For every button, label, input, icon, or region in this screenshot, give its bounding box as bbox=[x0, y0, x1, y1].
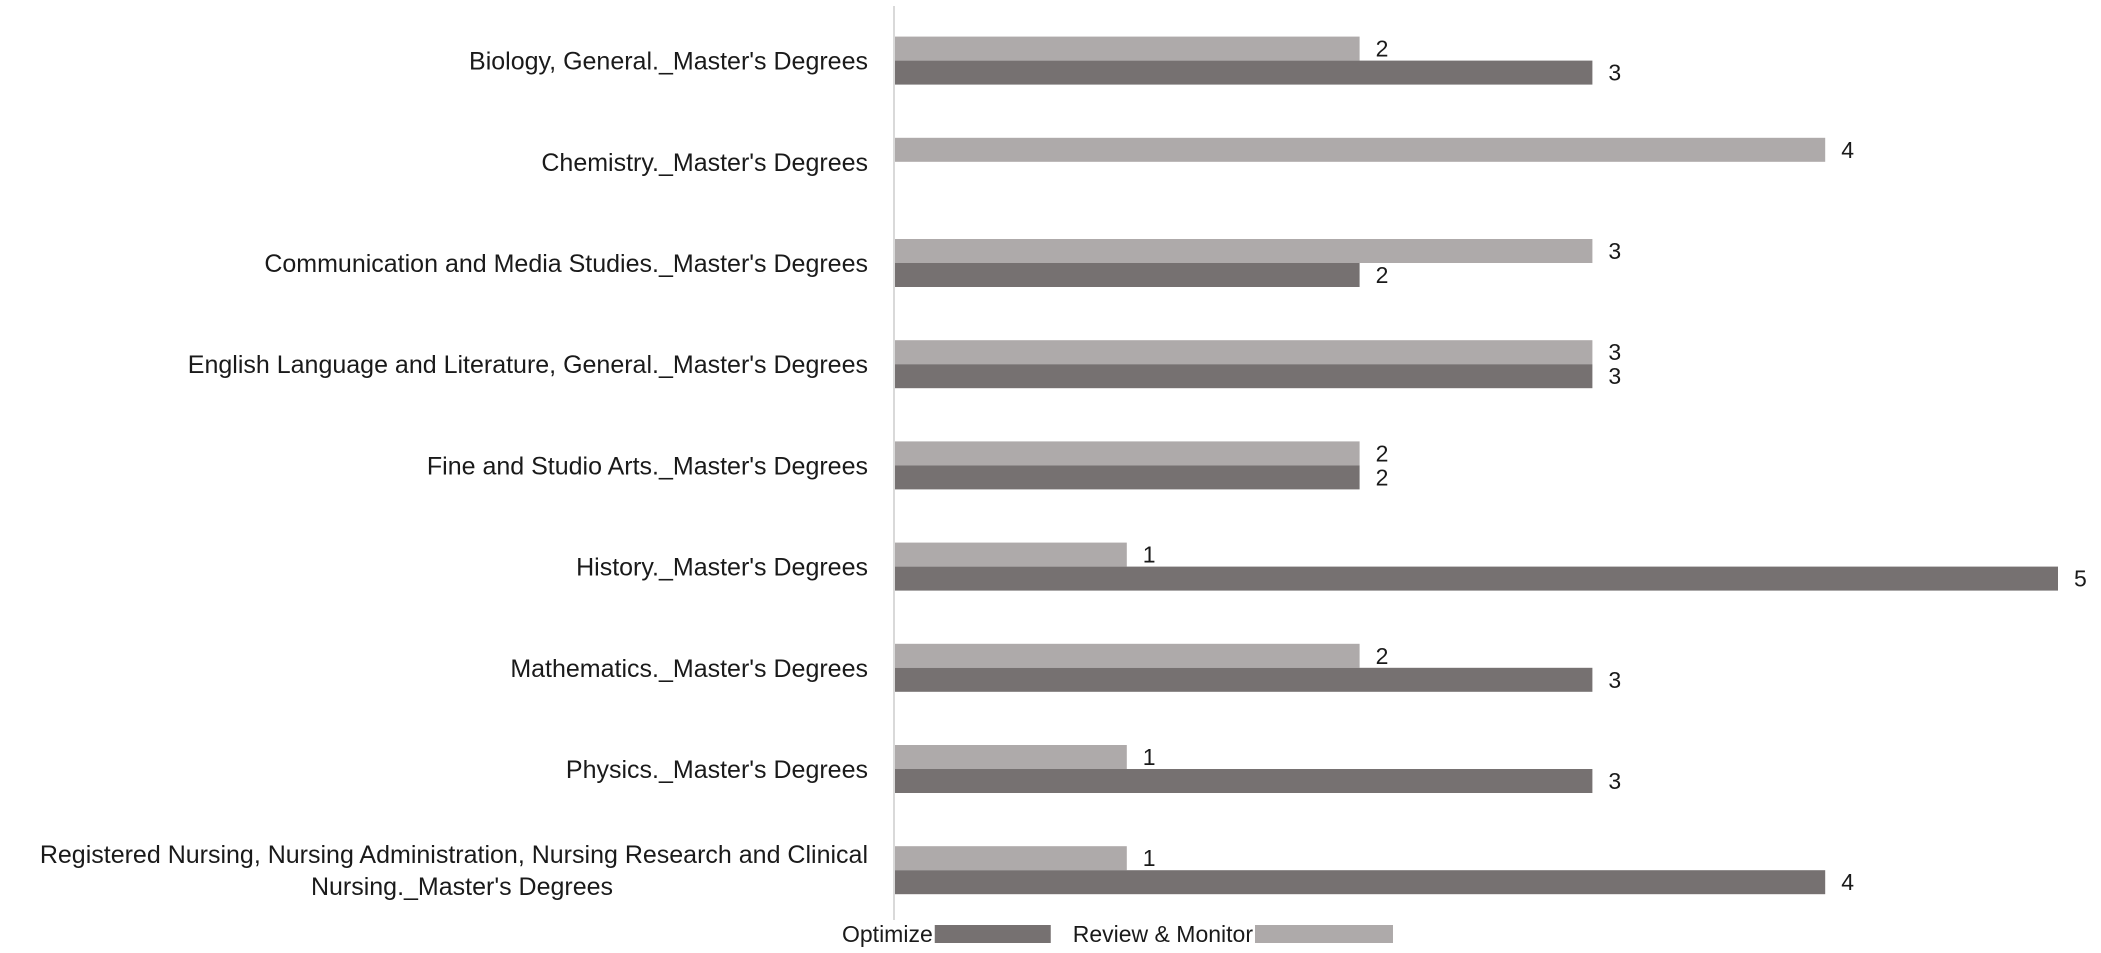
value-label-optimize-mathematics-master-s-degrees: 3 bbox=[1608, 667, 1621, 693]
category-label-history-master-s-degrees: History._Master's Degrees bbox=[576, 554, 868, 582]
value-label-review-monitor-chemistry-master-s-degrees: 4 bbox=[1841, 137, 1854, 163]
value-label-optimize-biology-general-master-s-degrees: 3 bbox=[1608, 60, 1621, 86]
value-label-review-monitor-english-language-and-literature-general-master-s-degrees: 3 bbox=[1608, 339, 1621, 365]
bar-review-monitor-mathematics-master-s-degrees bbox=[894, 644, 1360, 668]
value-label-review-monitor-physics-master-s-degrees: 1 bbox=[1143, 744, 1156, 770]
category-label-chemistry-master-s-degrees: Chemistry._Master's Degrees bbox=[541, 149, 868, 177]
category-label-physics-master-s-degrees: Physics._Master's Degrees bbox=[566, 756, 868, 784]
value-label-review-monitor-nursing-master-s-degrees: 1 bbox=[1143, 845, 1156, 871]
category-label-english-language-and-literature-general-master-s-degrees: English Language and Literature, General… bbox=[188, 351, 868, 379]
value-label-optimize-fine-and-studio-arts-master-s-degrees: 2 bbox=[1376, 464, 1389, 490]
bar-optimize-communication-and-media-studies-master-s-degrees bbox=[894, 263, 1360, 287]
value-label-review-monitor-fine-and-studio-arts-master-s-degrees: 2 bbox=[1376, 440, 1389, 466]
bar-optimize-history-master-s-degrees bbox=[894, 567, 2058, 591]
value-label-review-monitor-communication-and-media-studies-master-s-degrees: 3 bbox=[1608, 238, 1621, 264]
bar-review-monitor-physics-master-s-degrees bbox=[894, 745, 1127, 769]
value-label-optimize-physics-master-s-degrees: 3 bbox=[1608, 768, 1621, 794]
category-label-nursing-master-s-degrees-line-1: Registered Nursing, Nursing Administrati… bbox=[40, 841, 868, 869]
bar-optimize-mathematics-master-s-degrees bbox=[894, 668, 1592, 692]
bars-group bbox=[894, 37, 2058, 895]
category-label-mathematics-master-s-degrees: Mathematics._Master's Degrees bbox=[510, 655, 868, 683]
value-label-optimize-english-language-and-literature-general-master-s-degrees: 3 bbox=[1608, 363, 1621, 389]
bar-review-monitor-chemistry-master-s-degrees bbox=[894, 138, 1825, 162]
legend: Optimize Review & Monitor bbox=[842, 921, 1393, 947]
value-label-optimize-communication-and-media-studies-master-s-degrees: 2 bbox=[1376, 262, 1389, 288]
bar-review-monitor-english-language-and-literature-general-master-s-degrees bbox=[894, 340, 1592, 364]
bar-review-monitor-fine-and-studio-arts-master-s-degrees bbox=[894, 441, 1360, 465]
category-label-nursing-master-s-degrees-line-2: Nursing._Master's Degrees bbox=[311, 873, 613, 901]
legend-label-optimize: Optimize bbox=[842, 921, 933, 947]
bar-optimize-nursing-master-s-degrees bbox=[894, 870, 1825, 894]
value-label-review-monitor-history-master-s-degrees: 1 bbox=[1143, 542, 1156, 568]
category-label-biology-general-master-s-degrees: Biology, General._Master's Degrees bbox=[469, 48, 868, 76]
value-label-review-monitor-mathematics-master-s-degrees: 2 bbox=[1376, 643, 1389, 669]
value-label-review-monitor-biology-general-master-s-degrees: 2 bbox=[1376, 36, 1389, 62]
value-label-optimize-nursing-master-s-degrees: 4 bbox=[1841, 869, 1854, 895]
bar-optimize-physics-master-s-degrees bbox=[894, 769, 1592, 793]
category-labels: Biology, General._Master's Degrees Chemis… bbox=[40, 48, 868, 902]
value-label-optimize-history-master-s-degrees: 5 bbox=[2074, 566, 2087, 592]
legend-label-review-monitor: Review & Monitor bbox=[1073, 921, 1254, 947]
bar-review-monitor-communication-and-media-studies-master-s-degrees bbox=[894, 239, 1592, 263]
bar-optimize-english-language-and-literature-general-master-s-degrees bbox=[894, 364, 1592, 388]
legend-swatch-optimize bbox=[935, 925, 1051, 943]
bar-review-monitor-biology-general-master-s-degrees bbox=[894, 37, 1360, 61]
bar-review-monitor-history-master-s-degrees bbox=[894, 543, 1127, 567]
bar-review-monitor-nursing-master-s-degrees bbox=[894, 846, 1127, 870]
bar-optimize-fine-and-studio-arts-master-s-degrees bbox=[894, 465, 1360, 489]
category-label-fine-and-studio-arts-master-s-degrees: Fine and Studio Arts._Master's Degrees bbox=[427, 452, 868, 480]
legend-swatch-review-monitor bbox=[1255, 925, 1393, 943]
bar-optimize-biology-general-master-s-degrees bbox=[894, 61, 1592, 85]
category-label-communication-and-media-studies-master-s-degrees: Communication and Media Studies._Master'… bbox=[264, 250, 868, 278]
